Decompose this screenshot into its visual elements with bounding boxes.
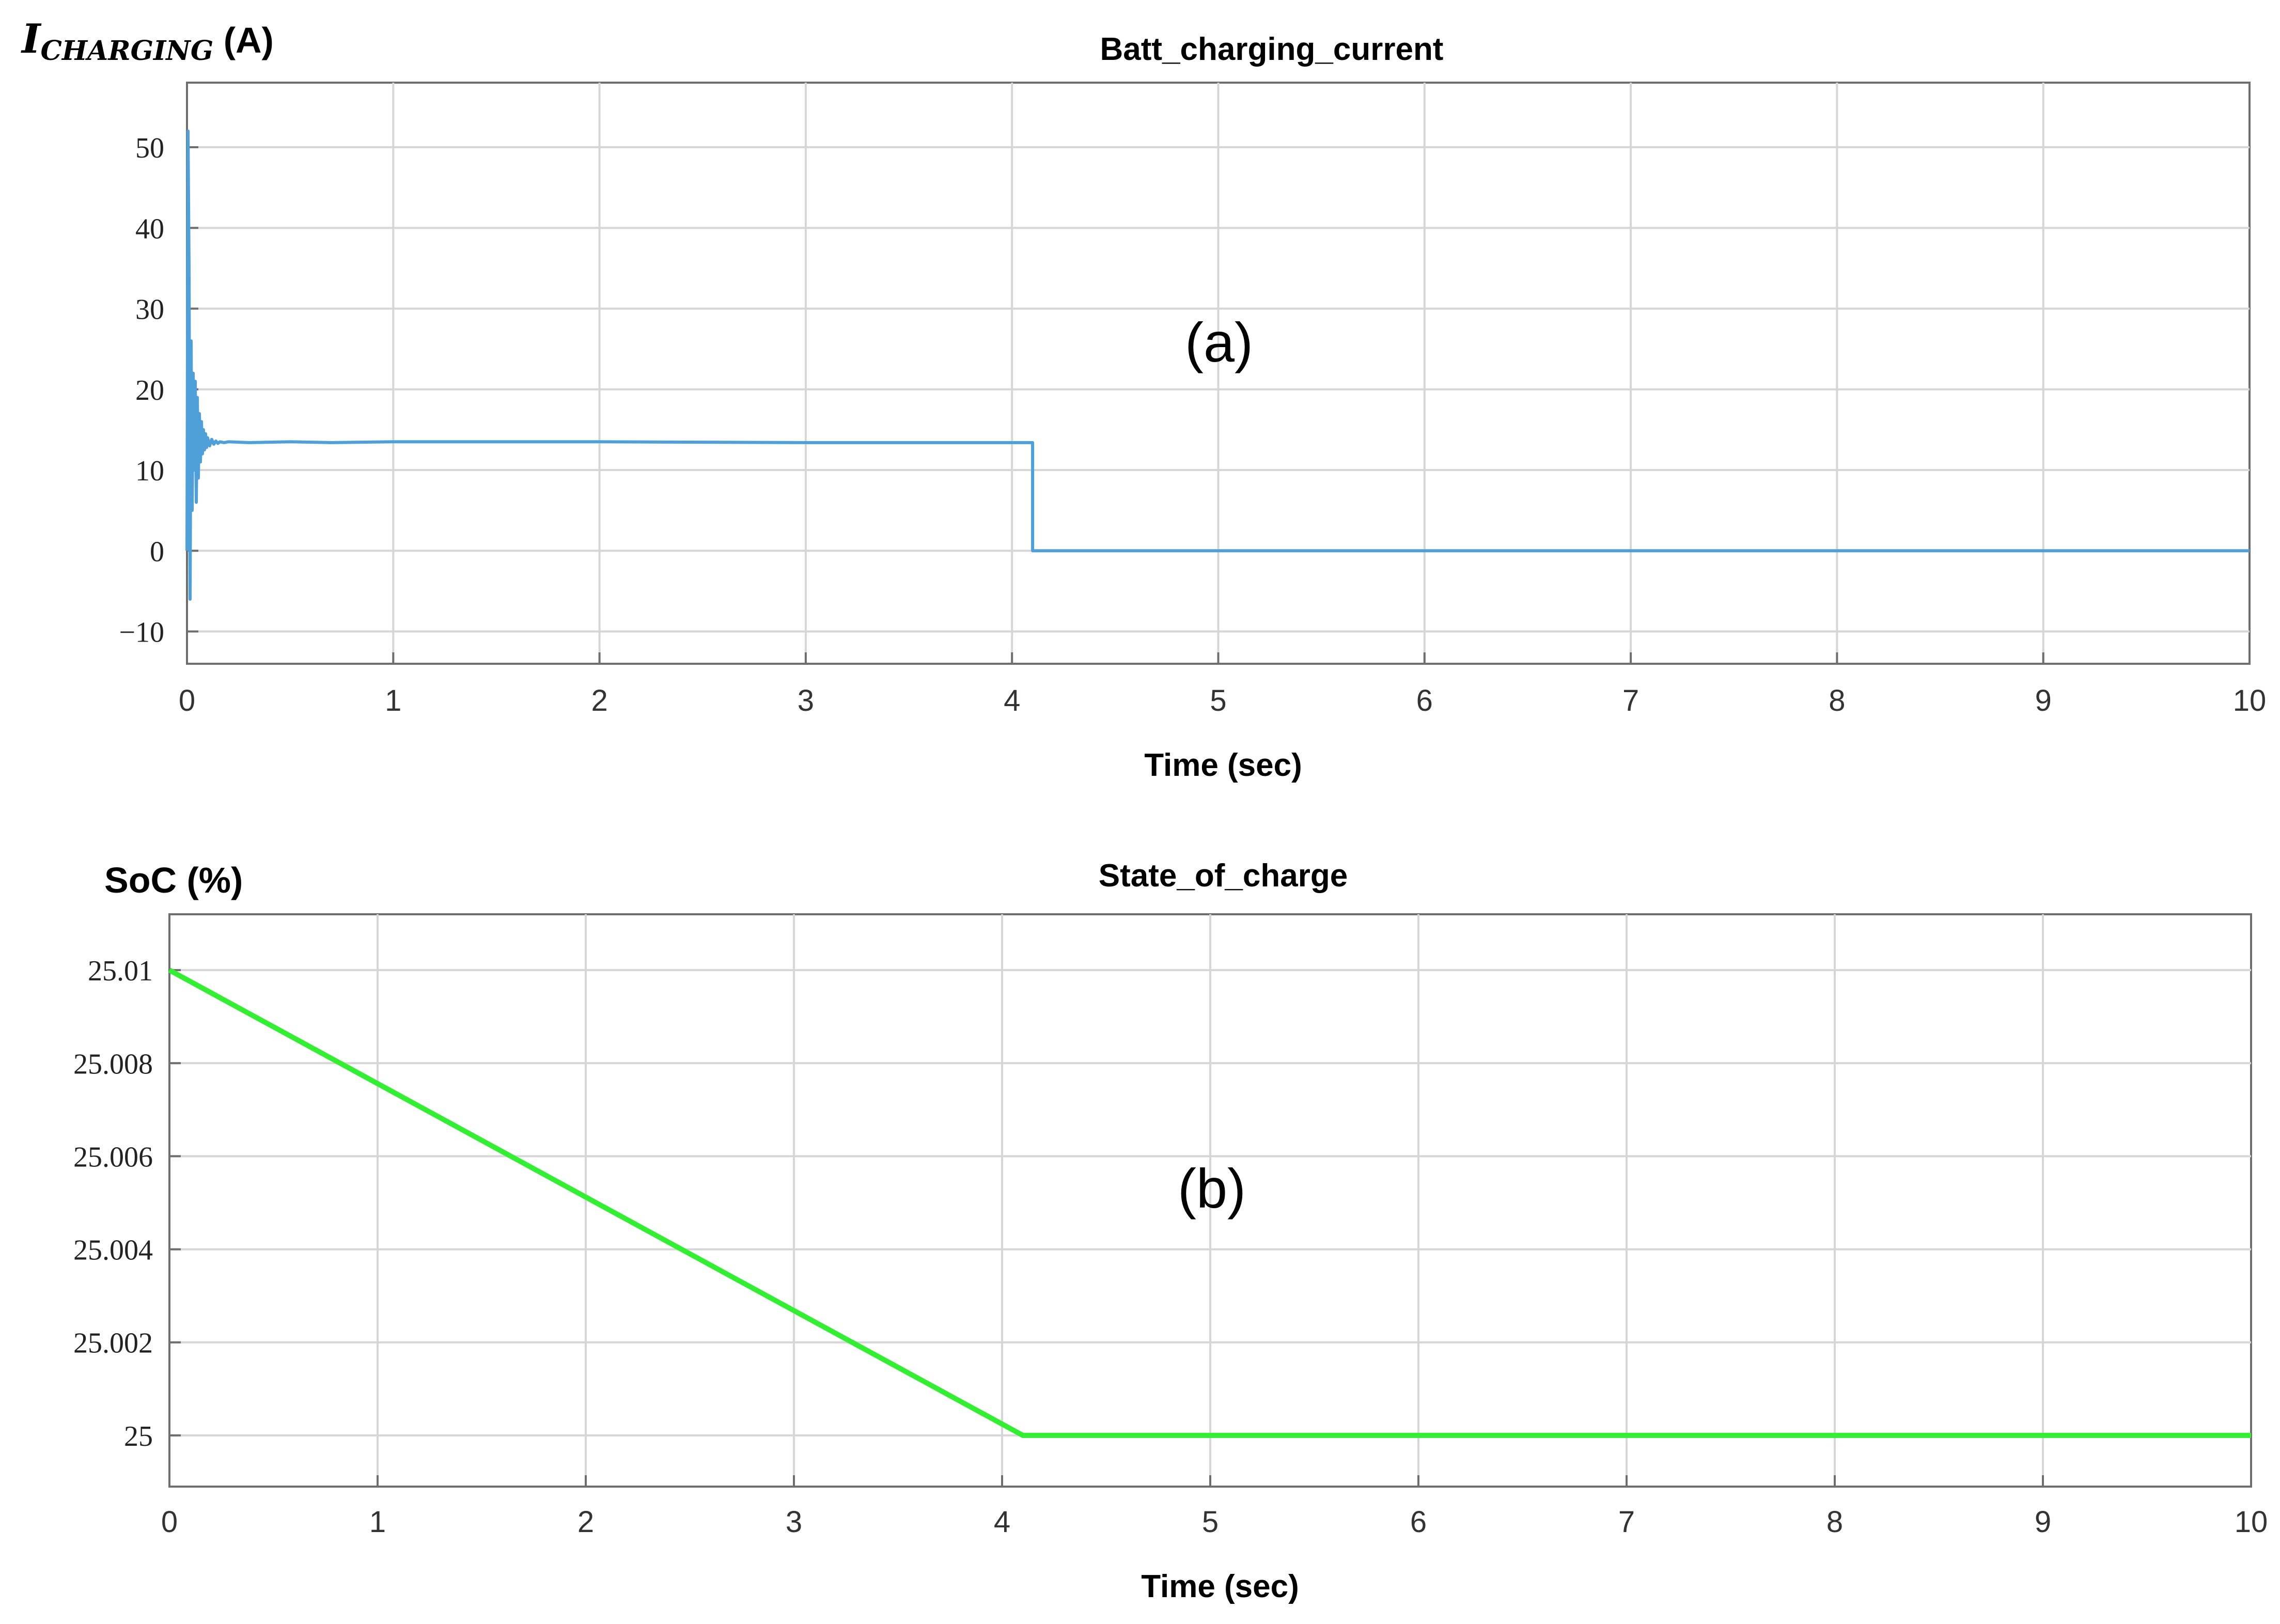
x-tick-label: 2 [591,684,607,717]
y-tick-label: 25.01 [88,955,153,987]
y-tick-labels-charging-current: −10 0 10 20 30 40 50 [119,132,164,649]
x-tick-label: 6 [1416,684,1433,717]
x-tick-label: 7 [1622,684,1639,717]
y-tick-label: 25 [124,1420,153,1453]
x-tick-label: 4 [1004,684,1020,717]
y-tick-label: 25.008 [73,1048,153,1080]
y-tick-label: 10 [135,455,164,487]
panel-annotation-a: (a) [1185,311,1253,373]
x-tick-label: 10 [2235,1505,2268,1539]
chart-title-state-of-charge: State_of_charge [1099,858,1348,894]
x-tick-label: 8 [1826,1505,1843,1539]
x-tick-label: 8 [1829,684,1845,717]
x-tick-label: 7 [1618,1505,1635,1539]
x-tick-label: 9 [2035,1505,2051,1539]
x-tick-label: 3 [786,1505,802,1539]
x-tick-labels-state-of-charge: 0 1 2 3 4 5 6 7 8 9 10 [161,1505,2268,1539]
x-tick-labels-charging-current: 0 1 2 3 4 5 6 7 8 9 10 [179,684,2266,717]
x-axis-label-charging-current: Time (sec) [1144,747,1302,783]
x-tick-label: 1 [385,684,401,717]
y-tick-label: −10 [119,617,164,649]
x-tick-label: 9 [2035,684,2052,717]
x-tick-label: 2 [577,1505,594,1539]
x-axis-label-state-of-charge: Time (sec) [1141,1569,1299,1604]
y-axis-label-unit: (A) [213,20,274,60]
series-charging-current [185,129,2250,601]
x-tick-label: 0 [179,684,195,717]
chart-title-charging-current: Batt_charging_current [1100,32,1444,67]
x-tick-label: 3 [798,684,814,717]
y-tick-labels-state-of-charge: 25 25.002 25.004 25.006 25.008 25.01 [73,955,153,1453]
series-line [185,129,2250,601]
y-tick-label: 25.006 [73,1141,153,1173]
y-axis-label-subscript: CHARGING [41,35,214,67]
series-line [168,967,2251,1438]
x-tick-label: 6 [1410,1505,1427,1539]
y-tick-label: 30 [135,294,164,326]
chart-panel-charging-current: −10 0 10 20 30 40 50 0 1 2 3 4 5 6 7 8 9 10 ICHARGING (A… [21,15,2266,783]
series-state-of-charge [168,967,2251,1438]
x-tick-label: 1 [369,1505,386,1539]
x-tick-label: 5 [1202,1505,1219,1539]
grid-lines-charging-current [186,83,2251,664]
x-tick-label: 5 [1210,684,1226,717]
y-tick-label: 20 [135,374,164,407]
y-tick-label: 50 [135,132,164,164]
y-axis-label-charging-current: ICHARGING (A) [21,15,274,67]
y-axis-label-state-of-charge: SoC (%) [104,860,243,900]
y-tick-label: 25.002 [73,1328,153,1360]
y-axis-label-symbol: I [21,15,42,63]
y-tick-label: 40 [135,213,164,245]
x-tick-label: 4 [994,1505,1010,1539]
x-tick-label: 0 [161,1505,178,1539]
y-tick-label: 25.004 [73,1235,153,1267]
y-tick-label: 0 [150,536,164,568]
panel-annotation-b: (b) [1178,1157,1246,1220]
x-tick-label: 10 [2233,684,2267,717]
chart-panel-state-of-charge: 25 25.002 25.004 25.006 25.008 25.01 0 1 2 3 4 5 6 7… [73,858,2268,1604]
